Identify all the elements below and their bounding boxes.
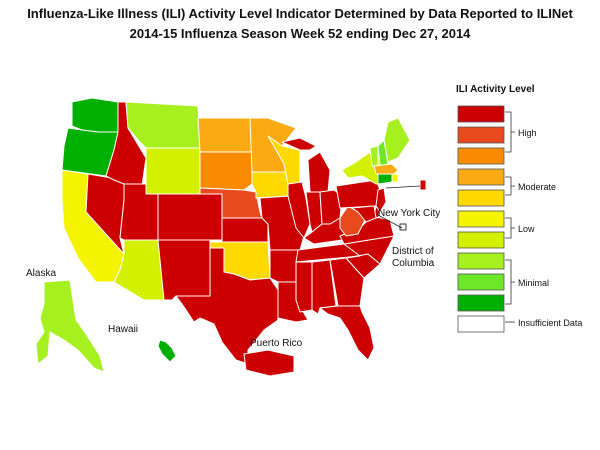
nyc-marker[interactable] (419, 179, 427, 191)
state-co[interactable] (157, 193, 223, 241)
state-nd[interactable] (197, 117, 253, 153)
state-fl[interactable] (319, 305, 375, 361)
legend-swatch-level-1 (457, 294, 505, 312)
nyc-label: New York City (378, 208, 440, 219)
legend-swatch-level-4 (457, 231, 505, 249)
legend-swatch-level-8 (457, 147, 505, 165)
legend-swatch-level-7 (457, 168, 505, 186)
state-ms[interactable] (295, 261, 313, 313)
nyc-pointer-line (385, 185, 421, 189)
map-title-line-2: 2014-15 Influenza Season Week 52 ending … (129, 26, 471, 41)
legend-swatch-level-3 (457, 252, 505, 270)
state-ak[interactable] (35, 279, 105, 373)
legend-title: ILI Activity Level (456, 84, 535, 95)
legend-label-moderate: Moderate (518, 182, 556, 192)
legend-swatch-level-6 (457, 189, 505, 207)
state-nc[interactable] (343, 235, 395, 265)
state-hi[interactable] (157, 339, 177, 363)
state-nm[interactable] (157, 239, 211, 301)
state-pa[interactable] (335, 179, 381, 209)
alaska-label: Alaska (26, 268, 56, 279)
state-ct[interactable] (377, 173, 393, 185)
state-md[interactable] (351, 205, 377, 223)
dc-label-line2: Columbia (392, 258, 435, 269)
dc-pointer-line (375, 213, 403, 229)
legend-swatches (457, 105, 505, 333)
legend-swatch-level-0 (457, 315, 505, 333)
state-ga[interactable] (329, 257, 365, 307)
map-title-line-1: Influenza-Like Illness (ILI) Activity Le… (27, 6, 573, 21)
legend-bracket-moderate (505, 176, 515, 196)
legend-label-insufficient: Insufficient Data (518, 318, 582, 328)
legend-swatch-level-10 (457, 105, 505, 123)
legend-swatch-level-9 (457, 126, 505, 144)
legend-swatch-level-5 (457, 210, 505, 228)
state-mi-lower[interactable] (307, 151, 331, 193)
territory-pr[interactable] (243, 349, 295, 377)
state-mt[interactable] (125, 101, 201, 149)
state-ri[interactable] (391, 173, 399, 183)
legend-label-low: Low (518, 224, 535, 234)
state-vt[interactable] (369, 145, 379, 167)
state-me[interactable] (383, 117, 411, 163)
legend-bracket-high (505, 111, 515, 153)
state-wa[interactable] (71, 97, 119, 133)
legend-bracket-minimal (505, 259, 515, 305)
state-nj[interactable] (375, 187, 387, 213)
legend-label-high: High (518, 128, 537, 138)
legend-bracket-low (505, 217, 515, 239)
dc-label-line1: District of (392, 246, 434, 257)
hawaii-label: Hawaii (108, 324, 138, 335)
state-wy[interactable] (145, 147, 201, 195)
legend-swatch-level-2 (457, 273, 505, 291)
state-mi-upper[interactable] (281, 137, 317, 151)
state-ma[interactable] (373, 163, 399, 175)
puerto-rico-label: Puerto Rico (250, 338, 303, 349)
state-sd[interactable] (199, 151, 253, 191)
legend-label-minimal: Minimal (518, 278, 549, 288)
